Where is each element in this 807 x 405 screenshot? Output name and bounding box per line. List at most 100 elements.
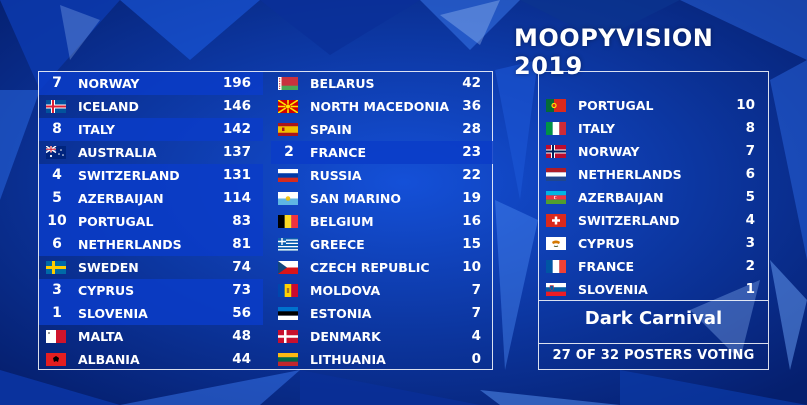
country-name: ICELAND: [78, 99, 139, 114]
awarded-points: 4: [745, 212, 755, 228]
vote-row-netherlands: NETHERLANDS 6: [539, 163, 768, 186]
country-name: FRANCE: [578, 259, 635, 274]
spain-flag-icon: [278, 123, 298, 136]
country-name: CZECH REPUBLIC: [310, 260, 430, 275]
row-highlight: [39, 118, 263, 141]
country-points: 73: [232, 282, 251, 298]
scoreboard-row-malta: MALTA 48: [39, 325, 263, 348]
country-name: RUSSIA: [310, 168, 362, 183]
country-name: NORWAY: [578, 144, 640, 159]
malta-flag-icon: [46, 330, 66, 343]
country-name: DENMARK: [310, 329, 381, 344]
voting-panel: PORTUGAL 10 ITALY 8 NORWAY 7 NETHERLANDS 6 AZERB…: [538, 71, 769, 370]
awarded-points: 8: [745, 120, 755, 136]
country-points: 28: [462, 121, 481, 137]
vote-row-azerbaijan: AZERBAIJAN 5: [539, 186, 768, 209]
vote-row-cyprus: CYPRUS 3: [539, 232, 768, 255]
vote-row-france: FRANCE 2: [539, 255, 768, 278]
awarded-points: 7: [745, 143, 755, 159]
rank-number: 6: [52, 236, 62, 252]
moldova-flag-icon: [278, 284, 298, 297]
awarded-points: 10: [736, 97, 755, 113]
country-name: AZERBAIJAN: [578, 190, 664, 205]
country-name: PORTUGAL: [78, 214, 154, 229]
country-name: SWEDEN: [78, 260, 139, 275]
row-highlight: [39, 164, 263, 187]
scoreboard-row-estonia: ESTONIA 7: [271, 302, 493, 325]
vote-row-switzerland: SWITZERLAND 4: [539, 209, 768, 232]
scoreboard-row-belarus: BELARUS 42: [271, 72, 493, 95]
vote-row-norway: NORWAY 7: [539, 140, 768, 163]
country-name: GREECE: [310, 237, 365, 252]
country-points: 44: [232, 351, 251, 367]
country-points: 22: [462, 167, 481, 183]
row-highlight: [39, 187, 263, 210]
awarded-points: 5: [745, 189, 755, 205]
country-name: ITALY: [78, 122, 115, 137]
france-flag-icon: [546, 260, 566, 273]
scoreboard-row-russia: RUSSIA 22: [271, 164, 493, 187]
country-name: NETHERLANDS: [78, 237, 182, 252]
vote-row-slovenia: SLOVENIA 1: [539, 278, 768, 301]
scoreboard-row-moldova: MOLDOVA 7: [271, 279, 493, 302]
awarded-points: 6: [745, 166, 755, 182]
rank-number: 1: [52, 305, 62, 321]
country-name: SWITZERLAND: [78, 168, 180, 183]
row-highlight: [39, 210, 263, 233]
country-points: 7: [471, 282, 481, 298]
lithuania-flag-icon: [278, 353, 298, 366]
belarus-flag-icon: [278, 77, 298, 90]
north-macedonia-flag-icon: [278, 100, 298, 113]
country-name: ALBANIA: [78, 352, 140, 367]
scoreboard-row-denmark: DENMARK 4: [271, 325, 493, 348]
country-name: SWITZERLAND: [578, 213, 680, 228]
scoreboard: 7 NORWAY 196 ICELAND 146 8 ITALY 142 AUSTRALIA 13…: [38, 71, 493, 370]
scoreboard-row-lithuania: LITHUANIA 0: [271, 348, 493, 371]
row-highlight: [39, 233, 263, 256]
country-points: 36: [462, 98, 481, 114]
sweden-flag-icon: [46, 261, 66, 274]
denmark-flag-icon: [278, 330, 298, 343]
vote-row-portugal: PORTUGAL 10: [539, 94, 768, 117]
country-points: 114: [222, 190, 251, 206]
country-name: PORTUGAL: [578, 98, 654, 113]
scoreboard-row-switzerland: 4 SWITZERLAND 131: [39, 164, 263, 187]
scoreboard-row-belgium: BELGIUM 16: [271, 210, 493, 233]
country-name: SAN MARINO: [310, 191, 401, 206]
country-name: MOLDOVA: [310, 283, 381, 298]
scoreboard-row-portugal: 10 PORTUGAL 83: [39, 210, 263, 233]
country-name: CYPRUS: [78, 283, 135, 298]
country-points: 56: [232, 305, 251, 321]
australia-flag-icon: [46, 146, 66, 159]
scoreboard-row-norway: 7 NORWAY 196: [39, 72, 263, 95]
country-name: BELGIUM: [310, 214, 374, 229]
country-name: AUSTRALIA: [78, 145, 157, 160]
scoreboard-row-netherlands: 6 NETHERLANDS 81: [39, 233, 263, 256]
iceland-flag-icon: [46, 100, 66, 113]
scoreboard-row-cyprus: 3 CYPRUS 73: [39, 279, 263, 302]
country-points: 81: [232, 236, 251, 252]
scoreboard-row-australia: AUSTRALIA 137: [39, 141, 263, 164]
slovenia-flag-icon: [546, 283, 566, 296]
country-name: ESTONIA: [310, 306, 372, 321]
belgium-flag-icon: [278, 215, 298, 228]
netherlands-flag-icon: [546, 168, 566, 181]
country-points: 0: [471, 351, 481, 367]
awarded-points: 3: [745, 235, 755, 251]
rank-number: 7: [52, 75, 62, 91]
scoreboard-row-sweden: SWEDEN 74: [39, 256, 263, 279]
row-highlight: [39, 279, 263, 302]
country-name: BELARUS: [310, 76, 375, 91]
country-points: 142: [222, 121, 251, 137]
voter-name: Dark Carnival: [584, 308, 723, 329]
country-name: AZERBAIJAN: [78, 191, 164, 206]
country-points: 83: [232, 213, 251, 229]
rank-number: 8: [52, 121, 62, 137]
switzerland-flag-icon: [546, 214, 566, 227]
country-name: FRANCE: [310, 145, 367, 160]
scoreboard-row-spain: SPAIN 28: [271, 118, 493, 141]
country-name: SLOVENIA: [78, 306, 148, 321]
scoreboard-row-san-marino: SAN MARINO 19: [271, 187, 493, 210]
row-highlight: [39, 302, 263, 325]
